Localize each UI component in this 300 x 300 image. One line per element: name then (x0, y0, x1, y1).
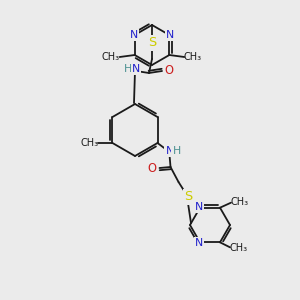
Text: N: N (195, 202, 203, 212)
Text: H: H (124, 64, 132, 74)
Text: N: N (130, 30, 138, 40)
Text: N: N (166, 30, 174, 40)
Text: S: S (148, 37, 156, 50)
Text: N: N (195, 238, 203, 248)
Text: O: O (147, 163, 156, 176)
Text: CH₃: CH₃ (230, 243, 248, 253)
Text: CH₃: CH₃ (183, 52, 201, 62)
Text: S: S (184, 190, 193, 203)
Text: CH₃: CH₃ (80, 138, 98, 148)
Text: N: N (165, 146, 174, 156)
Text: N: N (132, 64, 140, 74)
Text: O: O (164, 64, 173, 76)
Text: CH₃: CH₃ (102, 52, 120, 62)
Text: H: H (172, 146, 181, 156)
Text: CH₃: CH₃ (231, 197, 249, 207)
